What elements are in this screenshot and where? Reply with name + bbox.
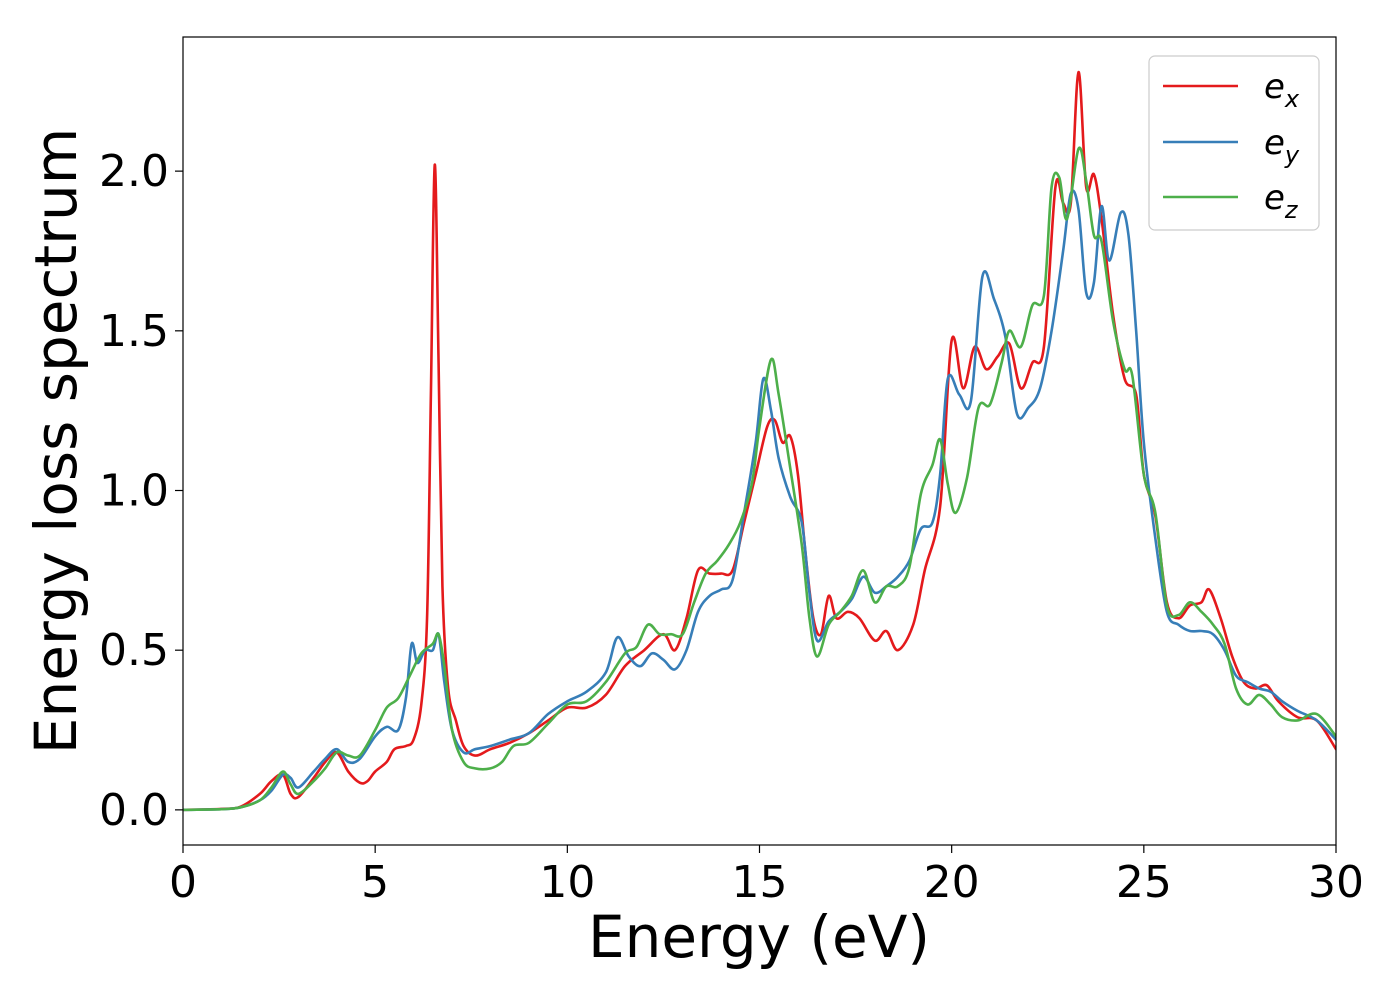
- x-tick-label: 25: [1116, 857, 1172, 908]
- y-tick-label: 0.0: [99, 785, 169, 836]
- y-axis-title: Energy loss spectrum: [22, 128, 90, 754]
- y-tick-label: 1.5: [99, 306, 169, 357]
- x-tick-label: 10: [539, 857, 595, 908]
- series-layer: [183, 70, 1336, 812]
- y-tick-label: 1.0: [99, 466, 169, 517]
- legend-label-z: ez: [1264, 178, 1299, 224]
- x-tick-label: 20: [924, 857, 980, 908]
- x-axis-title: Energy (eV): [588, 903, 930, 971]
- legend-label-x: ex: [1264, 67, 1300, 113]
- y-axis: 0.0 0.5 1.0 1.5 2.0: [99, 146, 183, 836]
- legend-label-y: ey: [1264, 123, 1300, 169]
- y-tick-label: 0.5: [99, 625, 169, 676]
- x-axis: 0 5 10 15 20 25 30: [169, 845, 1364, 908]
- x-tick-label: 5: [361, 857, 389, 908]
- series-line-e-x: [183, 70, 1336, 812]
- series-line-e-z: [183, 146, 1336, 812]
- series-line-e-y: [183, 189, 1336, 812]
- y-tick-label: 2.0: [99, 146, 169, 197]
- x-tick-label: 15: [732, 857, 788, 908]
- x-tick-label: 30: [1308, 857, 1364, 908]
- legend: ex ey ez: [1148, 55, 1320, 231]
- x-tick-label: 0: [169, 857, 197, 908]
